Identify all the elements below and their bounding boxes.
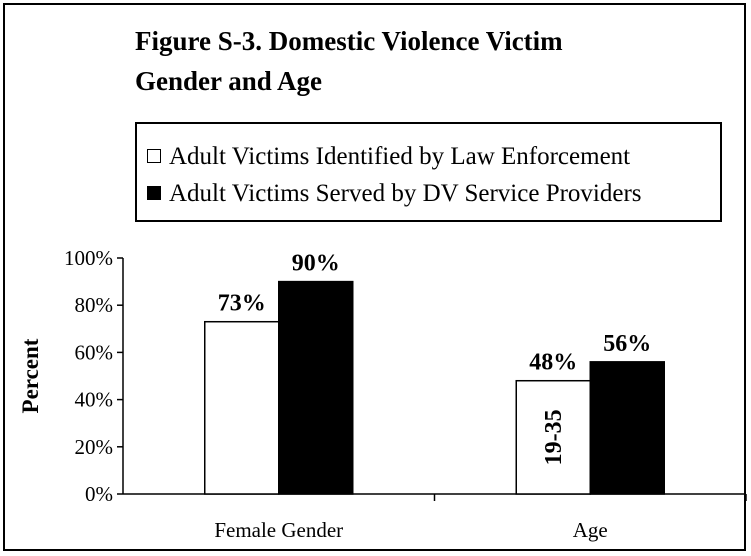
legend-entry-dv-providers: Adult Victims Served by DV Service Provi…	[147, 179, 642, 209]
legend-swatch-black	[147, 186, 161, 200]
y-tick-label: 80%	[75, 293, 114, 317]
legend-swatch-white	[147, 149, 161, 163]
bar	[515, 379, 591, 495]
legend-entry-law-enforcement: Adult Victims Identified by Law Enforcem…	[147, 142, 630, 172]
bar-value-label: 48%	[529, 350, 577, 376]
chart-title-line-2: Gender and Age	[135, 66, 323, 96]
legend-label-dv-providers: Adult Victims Served by DV Service Provi…	[169, 180, 642, 207]
y-axis-label: Percent	[18, 338, 43, 413]
y-tick-label: 0%	[85, 482, 113, 506]
bar	[589, 361, 665, 495]
bar-value-label: 56%	[603, 331, 651, 357]
bar-value-label: 73%	[218, 291, 266, 317]
bar-inner-label: 19-35	[541, 409, 567, 465]
chart-frame: Figure S-3. Domestic Violence Victim Gen…	[3, 3, 746, 551]
y-tick-label: 40%	[75, 388, 114, 412]
bar	[278, 280, 354, 495]
x-tick-label: Age	[573, 518, 608, 542]
y-tick-label: 60%	[75, 340, 114, 364]
bar-value-label: 90%	[292, 251, 340, 277]
chart-title: Figure S-3. Domestic Violence Victim Gen…	[135, 21, 695, 101]
legend: Adult Victims Identified by Law Enforcem…	[135, 122, 722, 222]
y-tick-label: 20%	[75, 435, 114, 459]
bar	[204, 320, 280, 495]
legend-label-law-enforcement: Adult Victims Identified by Law Enforcem…	[169, 143, 631, 170]
chart-title-line-1: Figure S-3. Domestic Violence Victim	[135, 26, 563, 56]
x-tick-label: Female Gender	[214, 518, 343, 542]
bar-inner-label: 22-40	[615, 400, 641, 456]
y-tick-label: 100%	[64, 246, 113, 270]
